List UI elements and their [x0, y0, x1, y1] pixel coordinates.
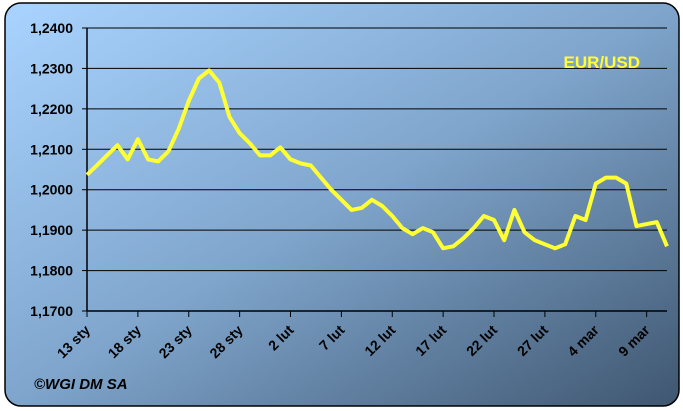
y-tick-label: 1,2100 — [30, 141, 73, 157]
y-tick-label: 1,1900 — [30, 222, 73, 238]
y-tick-label: 1,2300 — [30, 60, 73, 76]
y-tick-label: 1,1700 — [30, 303, 73, 319]
credit: ©WGI DM SA — [34, 376, 128, 393]
y-tick-label: 1,1800 — [30, 263, 73, 279]
data-line — [85, 68, 669, 251]
chart-background — [4, 2, 680, 407]
y-tick-label: 1,2400 — [30, 20, 73, 36]
y-tick-label: 1,2000 — [30, 182, 73, 198]
legend-label: EUR/USD — [563, 53, 640, 72]
y-tick-label: 1,2200 — [30, 101, 73, 117]
